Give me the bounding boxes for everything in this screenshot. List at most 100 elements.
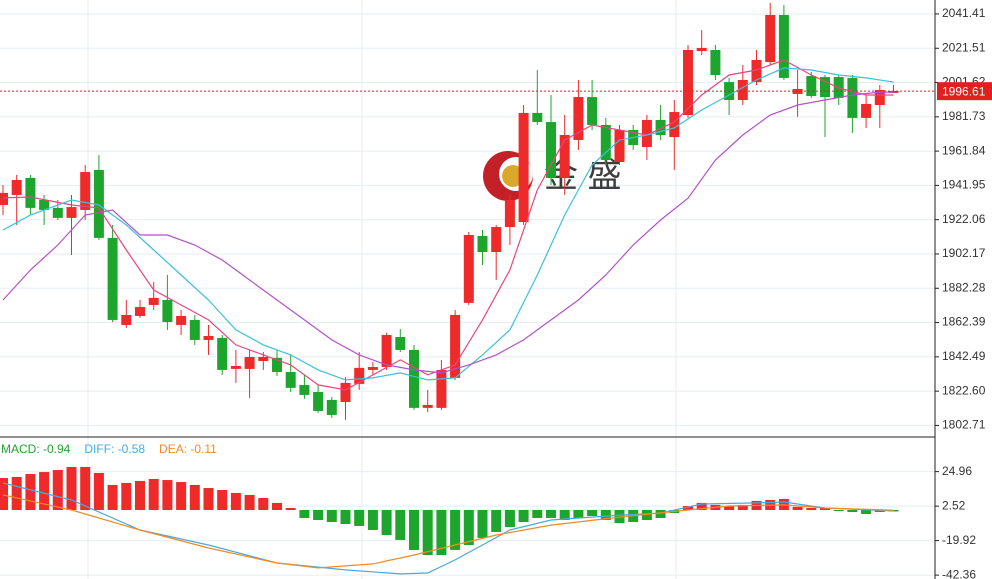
macd-bar — [874, 509, 885, 512]
candle-body — [121, 314, 132, 325]
candle-body — [244, 357, 255, 369]
macd-bar — [792, 506, 803, 510]
candle-body — [587, 97, 598, 125]
macd-bar — [395, 509, 406, 540]
macd-bar — [532, 509, 543, 518]
macd-bar — [477, 509, 488, 538]
watermark-text: 金 盛 — [544, 157, 621, 195]
macd-bar — [655, 509, 666, 518]
candle-body — [504, 199, 515, 228]
candle-body — [450, 314, 461, 378]
macd-bar — [833, 509, 844, 512]
candle-body — [806, 76, 817, 97]
candle-body — [765, 14, 776, 63]
macd-bar — [409, 509, 419, 550]
macd-bar — [25, 474, 36, 510]
y-tick-label: 1902.17 — [942, 246, 986, 260]
macd-bar — [340, 509, 351, 524]
candle-body — [52, 207, 63, 218]
candle-body — [820, 77, 830, 98]
y-tick-label: -19.92 — [942, 533, 976, 547]
candle-body — [0, 192, 8, 205]
macd-bar — [737, 504, 748, 510]
legend-entry: DIFF: -0.58 — [84, 442, 145, 456]
macd-bar — [285, 508, 296, 510]
macd-bar — [107, 484, 118, 510]
candle-body — [422, 404, 433, 408]
macd-bar — [189, 484, 200, 510]
candle-body — [409, 349, 419, 408]
candle-body — [258, 357, 269, 361]
macd-bar — [39, 472, 50, 510]
indicator-line — [2, 59, 894, 391]
candle-body — [861, 103, 872, 118]
y-tick-label: 1961.84 — [942, 143, 986, 157]
axis: 2041.412021.512001.621981.731961.841941.… — [1, 6, 992, 579]
macd-bar — [299, 509, 310, 518]
y-tick-label: 2.52 — [942, 498, 966, 512]
macd-bar — [354, 509, 365, 526]
candle-body — [573, 97, 584, 140]
macd-bar — [546, 509, 556, 518]
indicator-line — [2, 482, 894, 575]
candle-body — [135, 307, 145, 316]
macd-bar — [80, 466, 91, 510]
macd-bar — [820, 508, 830, 510]
legend-entry: MACD: -0.94 — [1, 442, 71, 456]
candle-body — [25, 177, 36, 208]
candle-body — [696, 47, 707, 52]
candle-body — [189, 319, 200, 340]
macd-bar — [367, 509, 378, 530]
macd-bar — [176, 482, 187, 510]
candle-body — [11, 179, 22, 195]
candle-body — [737, 79, 748, 100]
y-tick-label: 1922.06 — [942, 212, 986, 226]
logo-core — [502, 165, 524, 187]
candle-body — [436, 369, 447, 408]
candle-body — [847, 77, 858, 118]
macd-bar — [518, 509, 529, 522]
candle-body — [203, 335, 214, 340]
macd-bar — [162, 480, 173, 510]
candle-body — [683, 49, 693, 115]
last-price-box — [937, 82, 992, 101]
macd-bar — [450, 509, 461, 550]
macd-bar — [230, 492, 241, 510]
candle-body — [313, 392, 324, 411]
macd-bar — [806, 508, 817, 510]
macd-bar — [11, 476, 22, 510]
macd-bar — [573, 509, 584, 518]
candle-body — [272, 357, 282, 373]
macd-bar — [587, 509, 598, 516]
indicator-line — [2, 494, 894, 569]
candle-body — [217, 337, 228, 370]
candle-body — [80, 172, 91, 210]
candle-body — [751, 59, 762, 83]
macd-bar — [463, 509, 474, 546]
macd-bar — [135, 480, 145, 510]
candle-body — [559, 134, 570, 178]
macd-bar — [422, 509, 433, 556]
macd-bar — [148, 478, 159, 510]
macd-bar — [0, 478, 8, 510]
y-tick-label: 1802.71 — [942, 418, 986, 432]
macd-bar — [93, 472, 104, 510]
macd-bar — [724, 506, 735, 510]
candle-body — [354, 367, 365, 384]
candle-body — [381, 334, 392, 368]
candle-body — [367, 367, 378, 370]
candle-body — [93, 169, 104, 238]
macd-bar — [217, 490, 228, 510]
candle-body — [463, 234, 474, 303]
candle-body — [230, 365, 241, 369]
macd-bar — [313, 509, 324, 520]
macd-bar — [52, 470, 63, 510]
macd-bar — [861, 509, 872, 514]
indicator-line — [2, 91, 894, 374]
macd-bar — [258, 498, 269, 510]
candle-body — [778, 14, 789, 78]
y-tick-label: 2021.51 — [942, 40, 986, 54]
candle-body — [669, 112, 680, 138]
y-tick-label: 1882.28 — [942, 280, 986, 294]
